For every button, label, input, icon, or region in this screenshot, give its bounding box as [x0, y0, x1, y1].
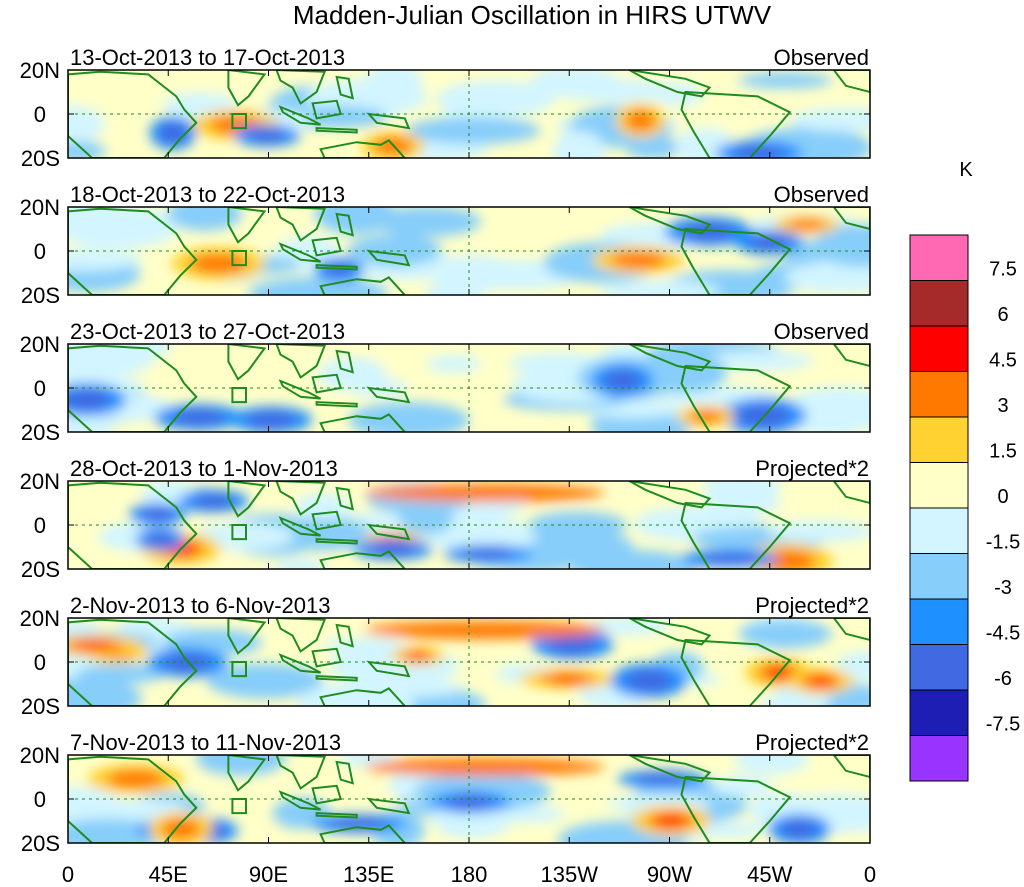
x-tick-label: 90W [647, 862, 692, 887]
colorbar-label: -7.5 [986, 714, 1020, 736]
y-tick-label: 20S [21, 146, 60, 171]
colorbar-swatch [909, 689, 969, 736]
y-tick-label: 20N [20, 606, 60, 631]
y-tick-label: 0 [34, 376, 46, 401]
x-tick-label: 90E [249, 862, 288, 887]
anomaly-field [68, 618, 870, 706]
coastlines [68, 344, 870, 432]
panel-type: Projected*2 [755, 456, 869, 481]
x-tick-label: 135E [343, 862, 394, 887]
anomaly-field [68, 755, 870, 843]
y-tick-label: 20S [21, 557, 60, 582]
colorbar: K 7.5 6 4.5 3 1.5 0 -1.5 -3 -4.5 -6 -7.5 [909, 159, 1020, 782]
colorbar-swatch [909, 371, 969, 418]
coastlines [68, 755, 870, 843]
panel-date-range: 28-Oct-2013 to 1-Nov-2013 [70, 456, 338, 481]
y-tick-label: 0 [34, 102, 46, 127]
y-tick-label: 20N [20, 195, 60, 220]
colorbar-swatch [909, 553, 969, 600]
colorbar-swatch [909, 234, 969, 281]
colorbar-swatch [909, 507, 969, 554]
map-panel: 20N 0 20S 28-Oct-2013 to 1-Nov-2013 Projecte… [20, 456, 871, 582]
coastlines [68, 481, 870, 569]
map-panel: 20N 0 20S 2-Nov-2013 to 6-Nov-2013 Projected… [20, 593, 871, 719]
map-panel: 20N 0 20S 7-Nov-2013 to 11-Nov-2013 Projecte… [20, 730, 871, 856]
y-tick-label: 20S [21, 420, 60, 445]
y-tick-label: 20N [20, 743, 60, 768]
x-tick-label: 45W [747, 862, 792, 887]
colorbar-swatch [909, 325, 969, 372]
coastlines [68, 207, 870, 295]
y-tick-label: 20S [21, 831, 60, 856]
map-panel: 20N 0 20S 18-Oct-2013 to 22-Oct-2013 Observe… [20, 182, 871, 308]
figure-title: Madden-Julian Oscillation in HIRS UTWV [293, 0, 772, 30]
x-tick-label: 135W [541, 862, 599, 887]
x-axis: 0 45E 90E 135E 180 135W 90W 45W 0 [62, 862, 876, 887]
colorbar-swatch [909, 598, 969, 645]
colorbar-label: 0 [997, 486, 1008, 508]
panel-date-range: 13-Oct-2013 to 17-Oct-2013 [70, 45, 345, 70]
x-tick-label: 0 [62, 862, 74, 887]
colorbar-label: 6 [997, 304, 1008, 326]
colorbar-swatch [909, 280, 969, 327]
y-tick-label: 20N [20, 332, 60, 357]
y-tick-label: 0 [34, 650, 46, 675]
panel-type: Observed [774, 319, 869, 344]
panel-type: Observed [774, 45, 869, 70]
colorbar-label: -4.5 [986, 623, 1020, 645]
colorbar-swatch [909, 462, 969, 509]
coastlines [68, 70, 870, 158]
colorbar-label: 4.5 [989, 350, 1017, 372]
colorbar-label: 3 [997, 395, 1008, 417]
y-tick-label: 20N [20, 58, 60, 83]
y-tick-label: 20S [21, 283, 60, 308]
y-tick-label: 0 [34, 787, 46, 812]
colorbar-swatch [909, 416, 969, 463]
y-tick-label: 20N [20, 469, 60, 494]
colorbar-label: -6 [994, 668, 1012, 690]
x-tick-label: 180 [451, 862, 488, 887]
map-panel: 20N 0 20S 13-Oct-2013 to 17-Oct-2013 Observe… [20, 45, 871, 171]
x-tick-label: 45E [149, 862, 188, 887]
colorbar-label: -1.5 [986, 532, 1020, 554]
map-panels: 20N 0 20S 13-Oct-2013 to 17-Oct-2013 Observe… [20, 45, 871, 856]
anomaly-field [68, 207, 870, 295]
panel-type: Projected*2 [755, 730, 869, 755]
coastlines [68, 618, 870, 706]
colorbar-unit: K [959, 159, 973, 181]
anomaly-field [68, 481, 870, 569]
y-tick-label: 20S [21, 694, 60, 719]
panel-type: Observed [774, 182, 869, 207]
panel-date-range: 2-Nov-2013 to 6-Nov-2013 [70, 593, 330, 618]
y-tick-label: 0 [34, 513, 46, 538]
x-tick-label: 0 [864, 862, 876, 887]
colorbar-label: -3 [994, 577, 1012, 599]
panel-date-range: 18-Oct-2013 to 22-Oct-2013 [70, 182, 345, 207]
panel-type: Projected*2 [755, 593, 869, 618]
colorbar-label: 7.5 [989, 259, 1017, 281]
y-tick-label: 0 [34, 239, 46, 264]
map-panel: 20N 0 20S 23-Oct-2013 to 27-Oct-2013 Observe… [20, 319, 871, 445]
panel-date-range: 7-Nov-2013 to 11-Nov-2013 [70, 730, 341, 755]
colorbar-swatch [909, 735, 969, 782]
panel-date-range: 23-Oct-2013 to 27-Oct-2013 [70, 319, 345, 344]
colorbar-label: 1.5 [989, 441, 1017, 463]
colorbar-swatch [909, 644, 969, 691]
